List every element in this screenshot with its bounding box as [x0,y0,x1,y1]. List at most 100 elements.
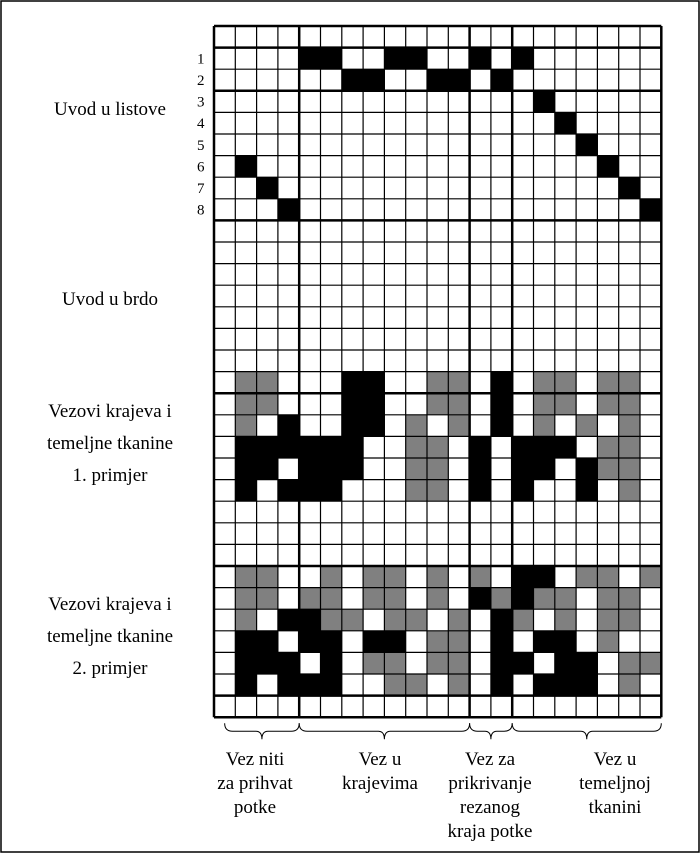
cell [363,414,385,437]
left-label: Uvod u listove [54,99,166,120]
cell [448,393,470,415]
row-number: 5 [197,138,205,154]
cell [405,414,427,437]
cell [597,458,619,480]
cell [405,479,427,502]
cell [469,566,491,588]
left-label: 1. primjer [73,465,149,486]
cell [277,198,300,221]
cell [597,587,619,610]
cell [405,609,427,631]
cell [576,479,598,502]
cell [618,371,640,394]
cell [427,69,449,91]
cell [427,652,449,674]
cell [427,393,449,415]
cell [320,566,342,588]
cell [256,587,278,610]
cell [597,630,619,653]
cell [469,587,491,610]
cell [235,414,257,437]
cell [490,414,513,437]
cell [448,371,470,394]
cell [448,414,470,437]
cell [448,609,470,631]
cell [427,458,449,480]
cell [469,47,491,70]
cell [235,393,257,415]
cell [256,371,278,394]
cell [512,458,534,480]
cell [469,479,491,502]
cell [554,436,577,458]
cell [235,458,257,480]
cell [320,47,342,70]
left-label: 2. primjer [73,658,149,679]
cell [256,436,278,458]
cell [405,47,427,70]
cell [277,652,300,674]
cell [299,587,321,610]
cell [640,198,662,221]
cell [490,393,513,415]
cell [320,630,342,653]
cell [618,652,640,674]
row-number: 7 [197,181,205,197]
cell [576,652,598,674]
cell [576,134,598,156]
cell [235,155,257,178]
cell [533,414,555,437]
cell [512,652,534,674]
cell [384,674,406,696]
cell [554,652,577,674]
cell [490,674,513,696]
cell [384,566,406,588]
cell [341,609,364,631]
left-label: temeljne tkanine [47,626,173,647]
cell [299,479,321,502]
cell [469,458,491,480]
bottom-label: Vez u [359,749,402,770]
cell [256,630,278,653]
cell [341,69,364,91]
cell [427,479,449,502]
bottom-label: kraja potke [448,821,533,842]
cell [533,90,555,113]
cell [640,652,662,674]
cell [597,436,619,458]
cell [427,436,449,458]
cell [256,393,278,415]
cell [363,587,385,610]
cell [256,458,278,480]
cell [427,566,449,588]
cell [448,630,470,653]
cell [512,479,534,502]
cell [490,652,513,674]
cell [618,393,640,415]
cell [341,458,364,480]
row-number: 8 [197,203,205,219]
bottom-label: Vez za [465,749,516,770]
cell [363,630,385,653]
cell [554,674,577,696]
cell [384,609,406,631]
cell [448,674,470,696]
cell [256,177,278,199]
cell [533,630,555,653]
cell [320,587,342,610]
brace [511,723,662,740]
cell [512,609,534,631]
cell [618,674,640,696]
cell [405,436,427,458]
cell [277,479,300,502]
left-label: temeljne tkanine [47,433,173,454]
cell [448,652,470,674]
cell [256,566,278,588]
cell [618,458,640,480]
cell [427,630,449,653]
cell [235,479,257,502]
cell [384,587,406,610]
cell [618,609,640,631]
cell [597,609,619,631]
cell [299,630,321,653]
